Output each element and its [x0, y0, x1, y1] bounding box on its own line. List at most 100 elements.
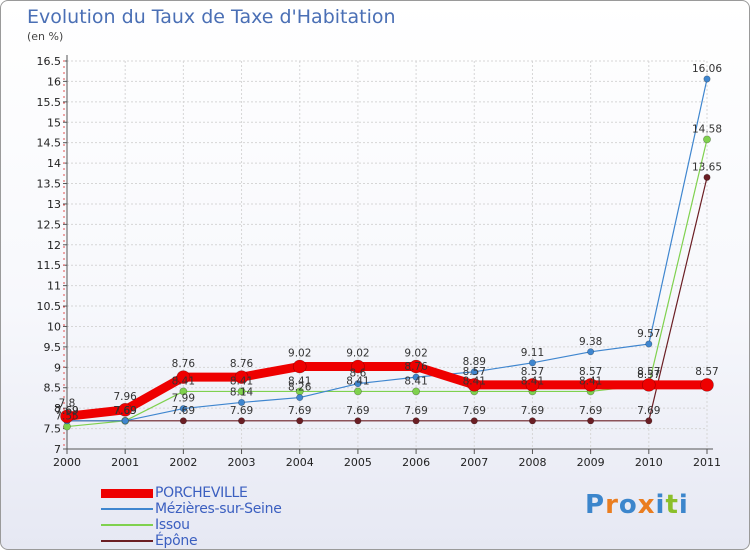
y-tick-label: 7	[54, 443, 61, 456]
data-label-mezieres-sur-seine: 8.14	[230, 386, 254, 398]
x-tick-label: 2007	[460, 456, 488, 469]
logo-letter: i	[655, 490, 666, 520]
data-label-porcheville: 8.57	[521, 366, 544, 378]
data-label-issou: 7.69	[113, 405, 136, 417]
data-point-porcheville	[118, 402, 132, 417]
data-point-porcheville	[409, 359, 423, 374]
legend-swatch	[101, 508, 153, 510]
data-point-porcheville	[60, 409, 74, 424]
grid-layer	[66, 60, 708, 450]
logo-letter: t	[665, 490, 679, 520]
data-point-mezieres-sur-seine	[703, 75, 711, 83]
x-tick-label: 2010	[635, 456, 663, 469]
data-label-mezieres-sur-seine: 7.69	[55, 405, 78, 417]
y-tick-label: 9	[54, 361, 61, 374]
data-label-mezieres-sur-seine: 9.57	[637, 328, 660, 340]
chart-title: Evolution du Taux de Taxe d'Habitation	[27, 6, 396, 28]
data-label-mezieres-sur-seine: 8.26	[288, 382, 312, 394]
legend-label: Mézières-sur-Seine	[155, 501, 282, 517]
logo-letter: r	[605, 490, 619, 520]
logo-letter: o	[618, 490, 638, 520]
data-label-issou: 8.41	[463, 375, 486, 387]
y-tick-label: 14	[47, 157, 61, 170]
x-tick-label: 2008	[518, 456, 546, 469]
data-point-porcheville	[583, 378, 598, 392]
data-point-epone	[645, 417, 653, 425]
y-tick-label: 15	[47, 116, 61, 129]
data-labels-layer: 7.69 7.69 7.69 7.69 7.69 7.69 7.69 7.69 7.69 7.69…	[55, 63, 722, 423]
x-tick-label: 2006	[402, 456, 430, 469]
data-label-porcheville: 7.96	[113, 391, 137, 403]
data-point-porcheville	[351, 359, 365, 374]
data-label-mezieres-sur-seine: 8.89	[463, 356, 486, 368]
data-label-issou: 7.55	[55, 411, 78, 423]
data-label-issou: 8.41	[288, 375, 311, 387]
data-label-porcheville: 9.02	[346, 347, 369, 359]
series-line-issou	[66, 138, 708, 428]
data-point-issou	[703, 135, 711, 144]
y-tick-label: 11	[47, 280, 61, 293]
y-tick-label: 13.5	[37, 178, 62, 191]
data-point-epone	[703, 173, 711, 181]
y-tick-label: 12	[47, 239, 61, 252]
logo-letter: i	[678, 490, 689, 520]
data-point-mezieres-sur-seine	[528, 359, 536, 367]
data-point-epone	[296, 417, 304, 425]
legend-item: Mézières-sur-Seine	[101, 501, 282, 517]
data-label-mezieres-sur-seine: 7.69	[113, 405, 136, 417]
legend-label: Issou	[155, 517, 190, 533]
data-point-mezieres-sur-seine	[296, 394, 304, 402]
data-point-porcheville	[234, 370, 249, 384]
data-label-epone: 7.69	[637, 405, 660, 417]
x-tick-label: 2005	[344, 456, 372, 469]
logo-letter: x	[637, 490, 656, 520]
y-tick-label: 13	[47, 198, 61, 211]
legend-label: Épône	[155, 533, 198, 549]
data-point-epone	[238, 417, 246, 425]
data-point-porcheville	[467, 378, 482, 392]
axes-layer: 7 7.5 8 8.5 9 9.5 10 10.5 11 11.5 12 12.5 13 13.5 14 14…	[37, 55, 721, 469]
data-point-issou	[237, 387, 246, 396]
data-label-porcheville: 8.76	[230, 358, 254, 370]
y-tick-label: 11.5	[37, 259, 62, 272]
x-tick-label: 2001	[111, 456, 139, 469]
data-point-mezieres-sur-seine	[412, 373, 420, 381]
legend-item: Issou	[101, 517, 282, 533]
data-label-porcheville: 9.02	[288, 347, 311, 359]
y-tick-label: 8.5	[44, 382, 62, 395]
legend: PORCHEVILLE Mézières-sur-Seine Issou Épône	[101, 485, 282, 549]
data-label-epone: 7.69	[288, 405, 311, 417]
data-point-porcheville	[292, 359, 307, 374]
data-point-issou	[179, 387, 188, 396]
data-point-porcheville	[176, 370, 191, 384]
data-label-epone: 7.69	[172, 405, 195, 417]
data-label-issou: 14.58	[692, 123, 722, 135]
data-label-porcheville: 8.57	[463, 366, 486, 378]
x-tick-label: 2003	[228, 456, 256, 469]
series-line-epone	[66, 176, 708, 422]
data-label-porcheville: 8.57	[637, 366, 660, 378]
data-label-mezieres-sur-seine: 9.38	[579, 336, 602, 348]
legend-label: PORCHEVILLE	[155, 485, 248, 501]
series-line-porcheville	[62, 361, 712, 421]
data-point-epone	[470, 417, 478, 425]
proxiti-logo: Proxiti	[585, 490, 689, 520]
data-label-epone: 7.69	[55, 405, 78, 417]
y-tick-label: 9.5	[44, 341, 62, 354]
data-point-porcheville	[700, 378, 714, 392]
series-line-mezieres-sur-seine	[66, 78, 708, 422]
data-point-mezieres-sur-seine	[121, 417, 129, 425]
data-label-issou: 8.41	[172, 375, 195, 387]
data-point-mezieres-sur-seine	[179, 405, 187, 413]
data-label-issou: 8.41	[346, 375, 369, 387]
data-label-porcheville: 7.8	[59, 397, 76, 409]
x-tick-label: 2002	[169, 456, 197, 469]
data-label-epone: 7.69	[230, 405, 253, 417]
data-point-epone	[179, 417, 187, 425]
y-tick-label: 12.5	[37, 218, 62, 231]
x-tick-label: 2000	[53, 456, 81, 469]
data-point-epone	[412, 417, 420, 425]
data-label-porcheville: 8.76	[172, 358, 196, 370]
